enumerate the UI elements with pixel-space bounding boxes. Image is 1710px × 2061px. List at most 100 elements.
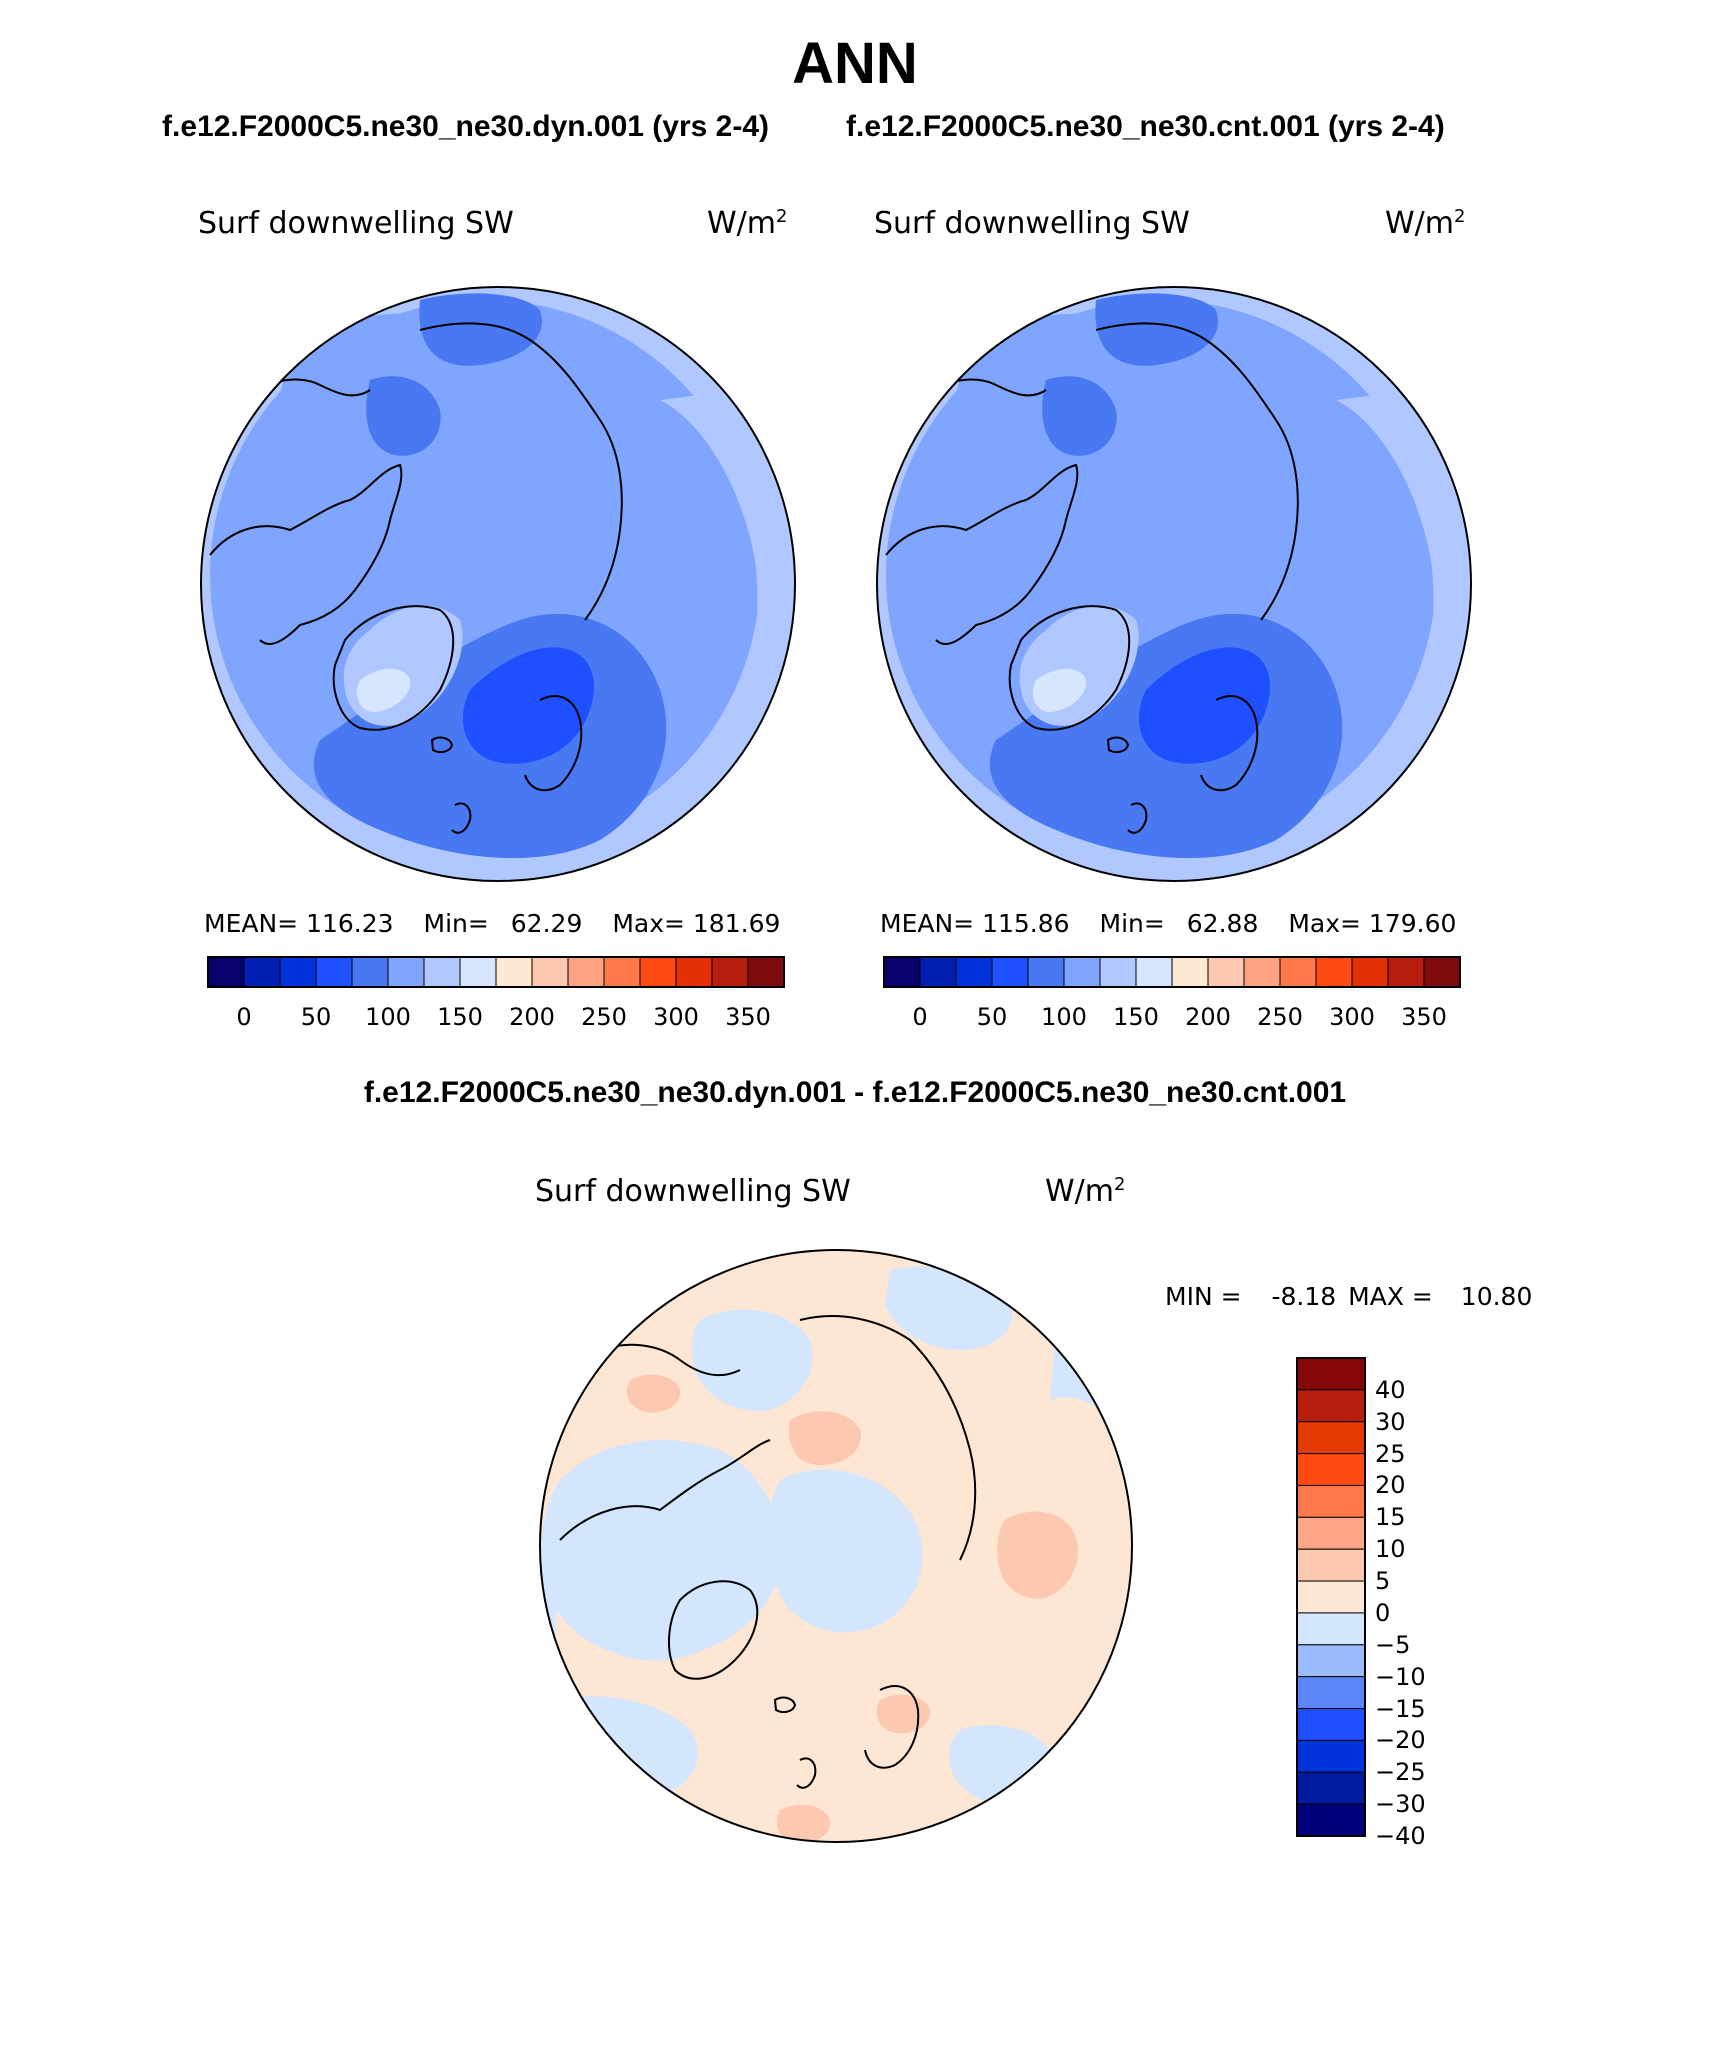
panel2-max-value: 179.60 xyxy=(1368,909,1457,938)
figure-title: ANN xyxy=(792,31,918,96)
panel1-colorbar-box xyxy=(639,956,677,988)
panel1-colorbar-box xyxy=(351,956,389,988)
diff-colorbar-box xyxy=(1296,1580,1366,1614)
panel2-colorbar-box xyxy=(1243,956,1281,988)
diff-colorbar-box xyxy=(1296,1771,1366,1805)
panel2-field-greenland-core xyxy=(1032,668,1087,713)
diff-colorbar-box xyxy=(1296,1739,1366,1773)
case-title-cnt: f.e12.F2000C5.ne30_ne30.cnt.001 (yrs 2-4… xyxy=(846,110,1445,143)
diff-coast-greenland xyxy=(668,1580,759,1680)
panel1-colorbar-tick: 250 xyxy=(581,1003,627,1031)
diff-min-value: -8.18 xyxy=(1271,1282,1337,1311)
panel1-coast-siberia xyxy=(419,322,623,621)
diff-colorbar-tick: −25 xyxy=(1375,1758,1426,1787)
diff-field-neg-arctic xyxy=(767,1469,923,1633)
panel2-colorbar-tick: 200 xyxy=(1185,1003,1231,1031)
panel1-coast-uk xyxy=(451,802,472,834)
panel2-coast-canada xyxy=(885,463,1079,645)
panel1-colorbar-box xyxy=(711,956,749,988)
panel2-stats: MEAN= 115.86 Min= 62.88 Max= 179.60 xyxy=(880,909,1456,938)
panel2-colorbar-box xyxy=(991,956,1029,988)
panel2-colorbar-box xyxy=(1351,956,1389,988)
panel2-units-label: W/m2 xyxy=(1385,206,1465,241)
diff-colorbar-tick: −10 xyxy=(1375,1662,1426,1691)
diff-colorbar-box xyxy=(1296,1612,1366,1646)
panel2-colorbar-tick: 350 xyxy=(1401,1003,1447,1031)
panel1-units-exp: 2 xyxy=(776,206,788,227)
diff-colorbar-outline xyxy=(1296,1357,1366,1837)
diff-colorbar-tick: 15 xyxy=(1375,1503,1406,1532)
panel2-colorbar-tick: 0 xyxy=(912,1003,928,1031)
panel1-colorbar-box xyxy=(495,956,533,988)
diff-colorbar-tick: −20 xyxy=(1375,1726,1426,1755)
diff-variable-label: Surf downwelling SW xyxy=(535,1174,851,1209)
diff-colorbar-box xyxy=(1296,1484,1366,1518)
case-title-dyn: f.e12.F2000C5.ne30_ne30.dyn.001 (yrs 2-4… xyxy=(162,110,770,143)
diff-stats: MIN = -8.18 MAX = 10.80 xyxy=(1165,1282,1532,1311)
panel2-units: W/m xyxy=(1385,206,1454,241)
panel1-max-value: 181.69 xyxy=(692,909,781,938)
panel2-coast-iceland xyxy=(1106,736,1130,754)
panel1-coast-iceland xyxy=(430,736,454,754)
panel1-colorbar-box xyxy=(279,956,317,988)
panel2-coast-uk xyxy=(1127,802,1148,834)
diff-field-pos-barents xyxy=(1031,1543,1058,1568)
diff-min-label: MIN = xyxy=(1165,1282,1242,1311)
panel2-colorbar-box xyxy=(1423,956,1461,988)
panel2-units-exp: 2 xyxy=(1454,206,1466,227)
panel2-max-label: Max= xyxy=(1288,909,1361,938)
panel1-field-bering xyxy=(366,376,441,456)
diff-coast-canada xyxy=(559,1439,771,1541)
diff-field-neg-canada xyxy=(541,1440,782,1661)
diff-coast-scandinavia xyxy=(864,1685,920,1769)
diff-colorbar-tick: −5 xyxy=(1375,1630,1411,1659)
diff-colorbar-box xyxy=(1296,1516,1366,1550)
panel1-min-label: Min= xyxy=(423,909,489,938)
panel1-coast-scandinavia xyxy=(524,695,583,792)
panel1-field-pacific xyxy=(419,293,542,366)
panel2-colorbar-tick: 50 xyxy=(976,1003,1008,1031)
panel2-field-bering xyxy=(1042,376,1117,456)
panel1-colorbar-box xyxy=(387,956,425,988)
diff-units-label: W/m2 xyxy=(1045,1174,1125,1209)
diff-max-value: 10.80 xyxy=(1460,1282,1533,1311)
diff-coast-iceland xyxy=(773,1696,797,1714)
diff-colorbar-tick: 30 xyxy=(1375,1407,1406,1436)
diff-colorbar-box xyxy=(1296,1389,1366,1423)
panel1-min-value: 62.29 xyxy=(510,909,583,938)
panel2-coast-scandinavia xyxy=(1200,695,1259,792)
diff-colorbar-tick: 20 xyxy=(1375,1471,1406,1500)
diff-colorbar-tick: 25 xyxy=(1375,1439,1406,1468)
panel1-units-label: W/m2 xyxy=(707,206,787,241)
diff-map-border xyxy=(539,1249,1133,1843)
diff-colorbar-box xyxy=(1296,1644,1366,1678)
panel2-min-value: 62.88 xyxy=(1186,909,1259,938)
diff-colorbar-box xyxy=(1296,1803,1366,1837)
panel2-colorbar-box xyxy=(919,956,957,988)
panel1-colorbar-box xyxy=(243,956,281,988)
panel1-coast-greenland xyxy=(332,605,455,731)
panel1-field-greenland-core xyxy=(356,668,411,713)
diff-colorbar-box xyxy=(1296,1453,1366,1486)
panel1-map-border xyxy=(200,286,796,882)
panel1-colorbar-tick: 350 xyxy=(725,1003,771,1031)
diff-colorbar-tick: 10 xyxy=(1375,1535,1406,1564)
panel1-mean-label: MEAN= xyxy=(204,909,299,938)
diff-field-pos-siberia xyxy=(789,1411,861,1465)
diff-coast-siberia xyxy=(799,1315,977,1561)
diff-coast-alaska xyxy=(599,1343,741,1377)
panel1-coast-canada xyxy=(209,463,403,645)
panel2-colorbar-tick: 100 xyxy=(1041,1003,1087,1031)
panel2-colorbar-box xyxy=(1315,956,1353,988)
difference-title: f.e12.F2000C5.ne30_ne30.dyn.001 - f.e12.… xyxy=(363,1076,1347,1109)
panel2-mean-label: MEAN= xyxy=(880,909,975,938)
panel1-units: W/m xyxy=(707,206,776,241)
panel1-variable-label: Surf downwelling SW xyxy=(198,206,514,241)
panel2-coast-greenland xyxy=(1008,605,1131,731)
diff-colorbar-tick: 5 xyxy=(1375,1567,1391,1596)
